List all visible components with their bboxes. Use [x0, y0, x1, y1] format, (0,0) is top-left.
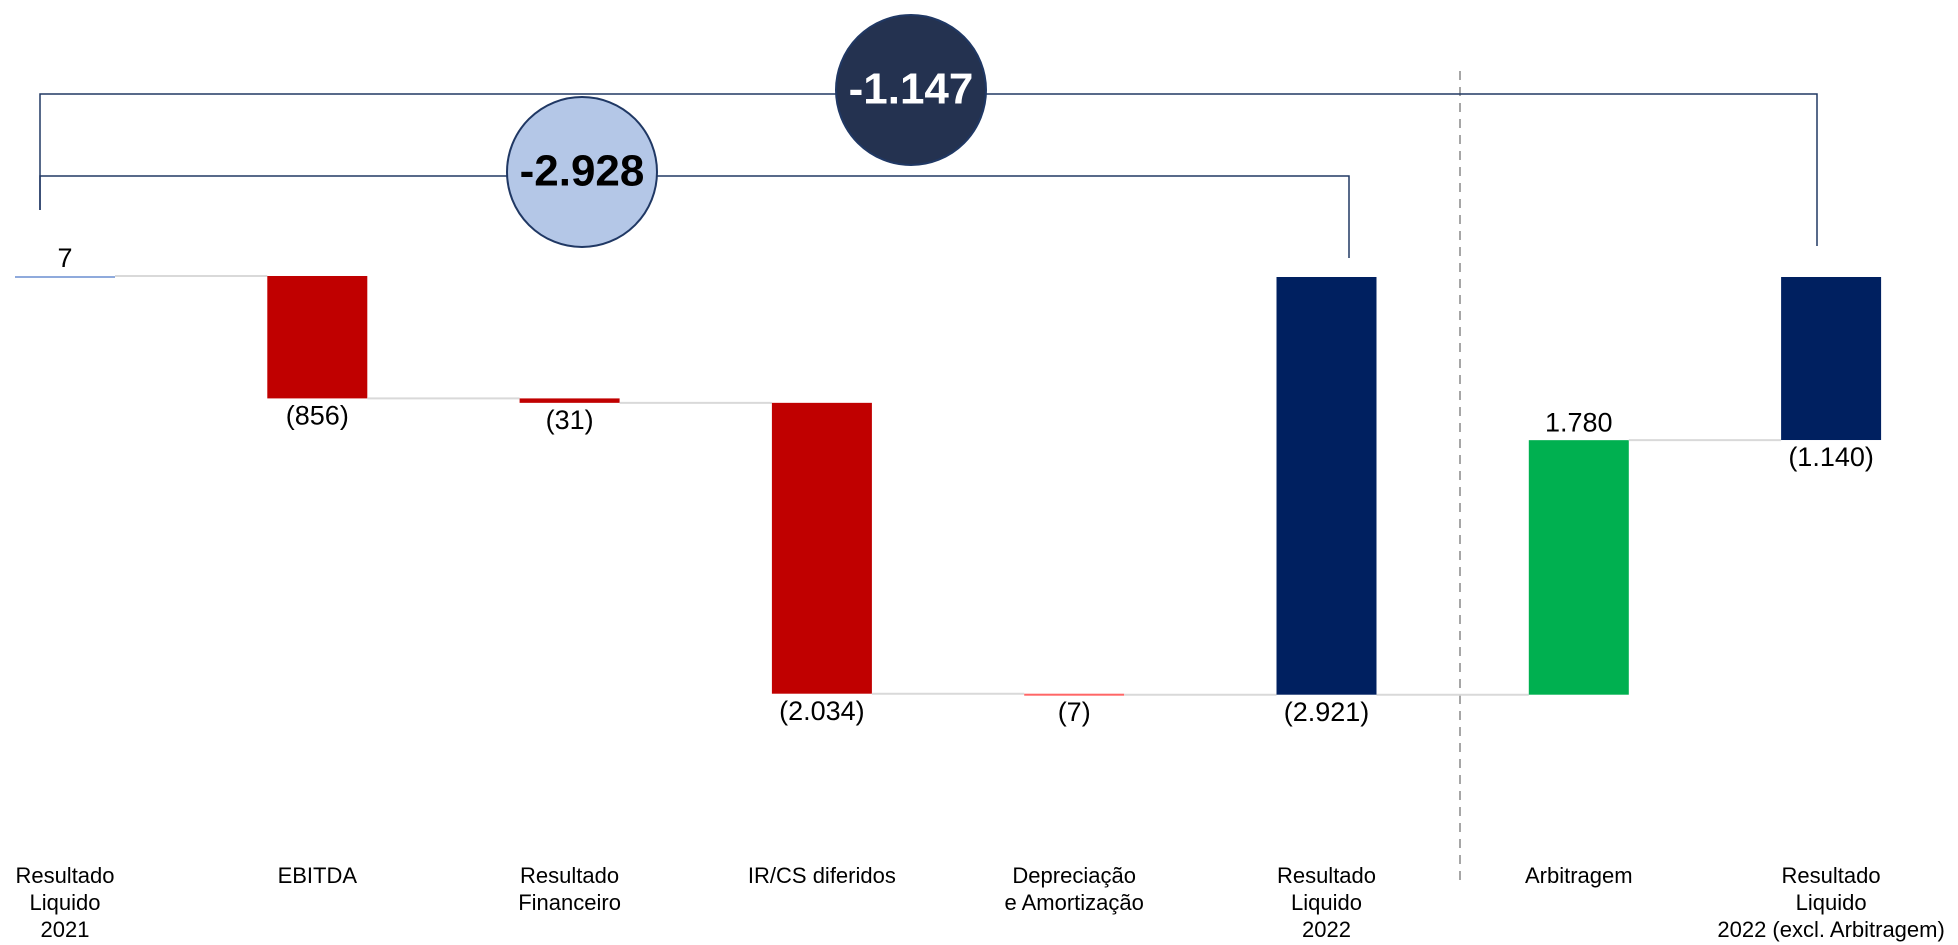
category-label: EBITDA — [277, 863, 358, 888]
bar — [15, 275, 115, 278]
bar — [267, 275, 368, 399]
bar — [1781, 277, 1882, 441]
category-label: Arbitragem — [1525, 863, 1633, 888]
value-label: 7 — [57, 243, 72, 273]
bar — [771, 402, 872, 694]
value-label: (856) — [286, 401, 349, 431]
value-label: (2.034) — [779, 696, 865, 726]
category-label: Resultado Liquido 2022 — [1276, 863, 1377, 942]
bar — [1528, 440, 1629, 695]
bar — [1024, 693, 1125, 696]
annotation-bubble — [835, 14, 987, 166]
annotation-text: -2.928 — [520, 147, 645, 196]
category-label: Resultado Financeiro — [518, 863, 621, 915]
category-label: Resultado Liquido 2022 (excl. Arbitragem… — [1717, 863, 1945, 942]
annotation-bubble — [506, 96, 658, 248]
value-label: (2.921) — [1284, 697, 1370, 727]
annotation-text: -1.147 — [849, 65, 974, 114]
category-label: Depreciação e Amortização — [1004, 863, 1144, 915]
category-label: IR/CS diferidos — [747, 863, 896, 888]
value-label: (31) — [546, 405, 594, 435]
value-label: (1.140) — [1788, 442, 1874, 472]
bracket — [39, 175, 1350, 258]
category-label: Resultado Liquido 2021 — [15, 863, 115, 942]
bar — [1276, 277, 1377, 695]
value-label: 1.780 — [1545, 407, 1613, 437]
value-label: (7) — [1058, 697, 1091, 727]
bar — [519, 398, 620, 403]
